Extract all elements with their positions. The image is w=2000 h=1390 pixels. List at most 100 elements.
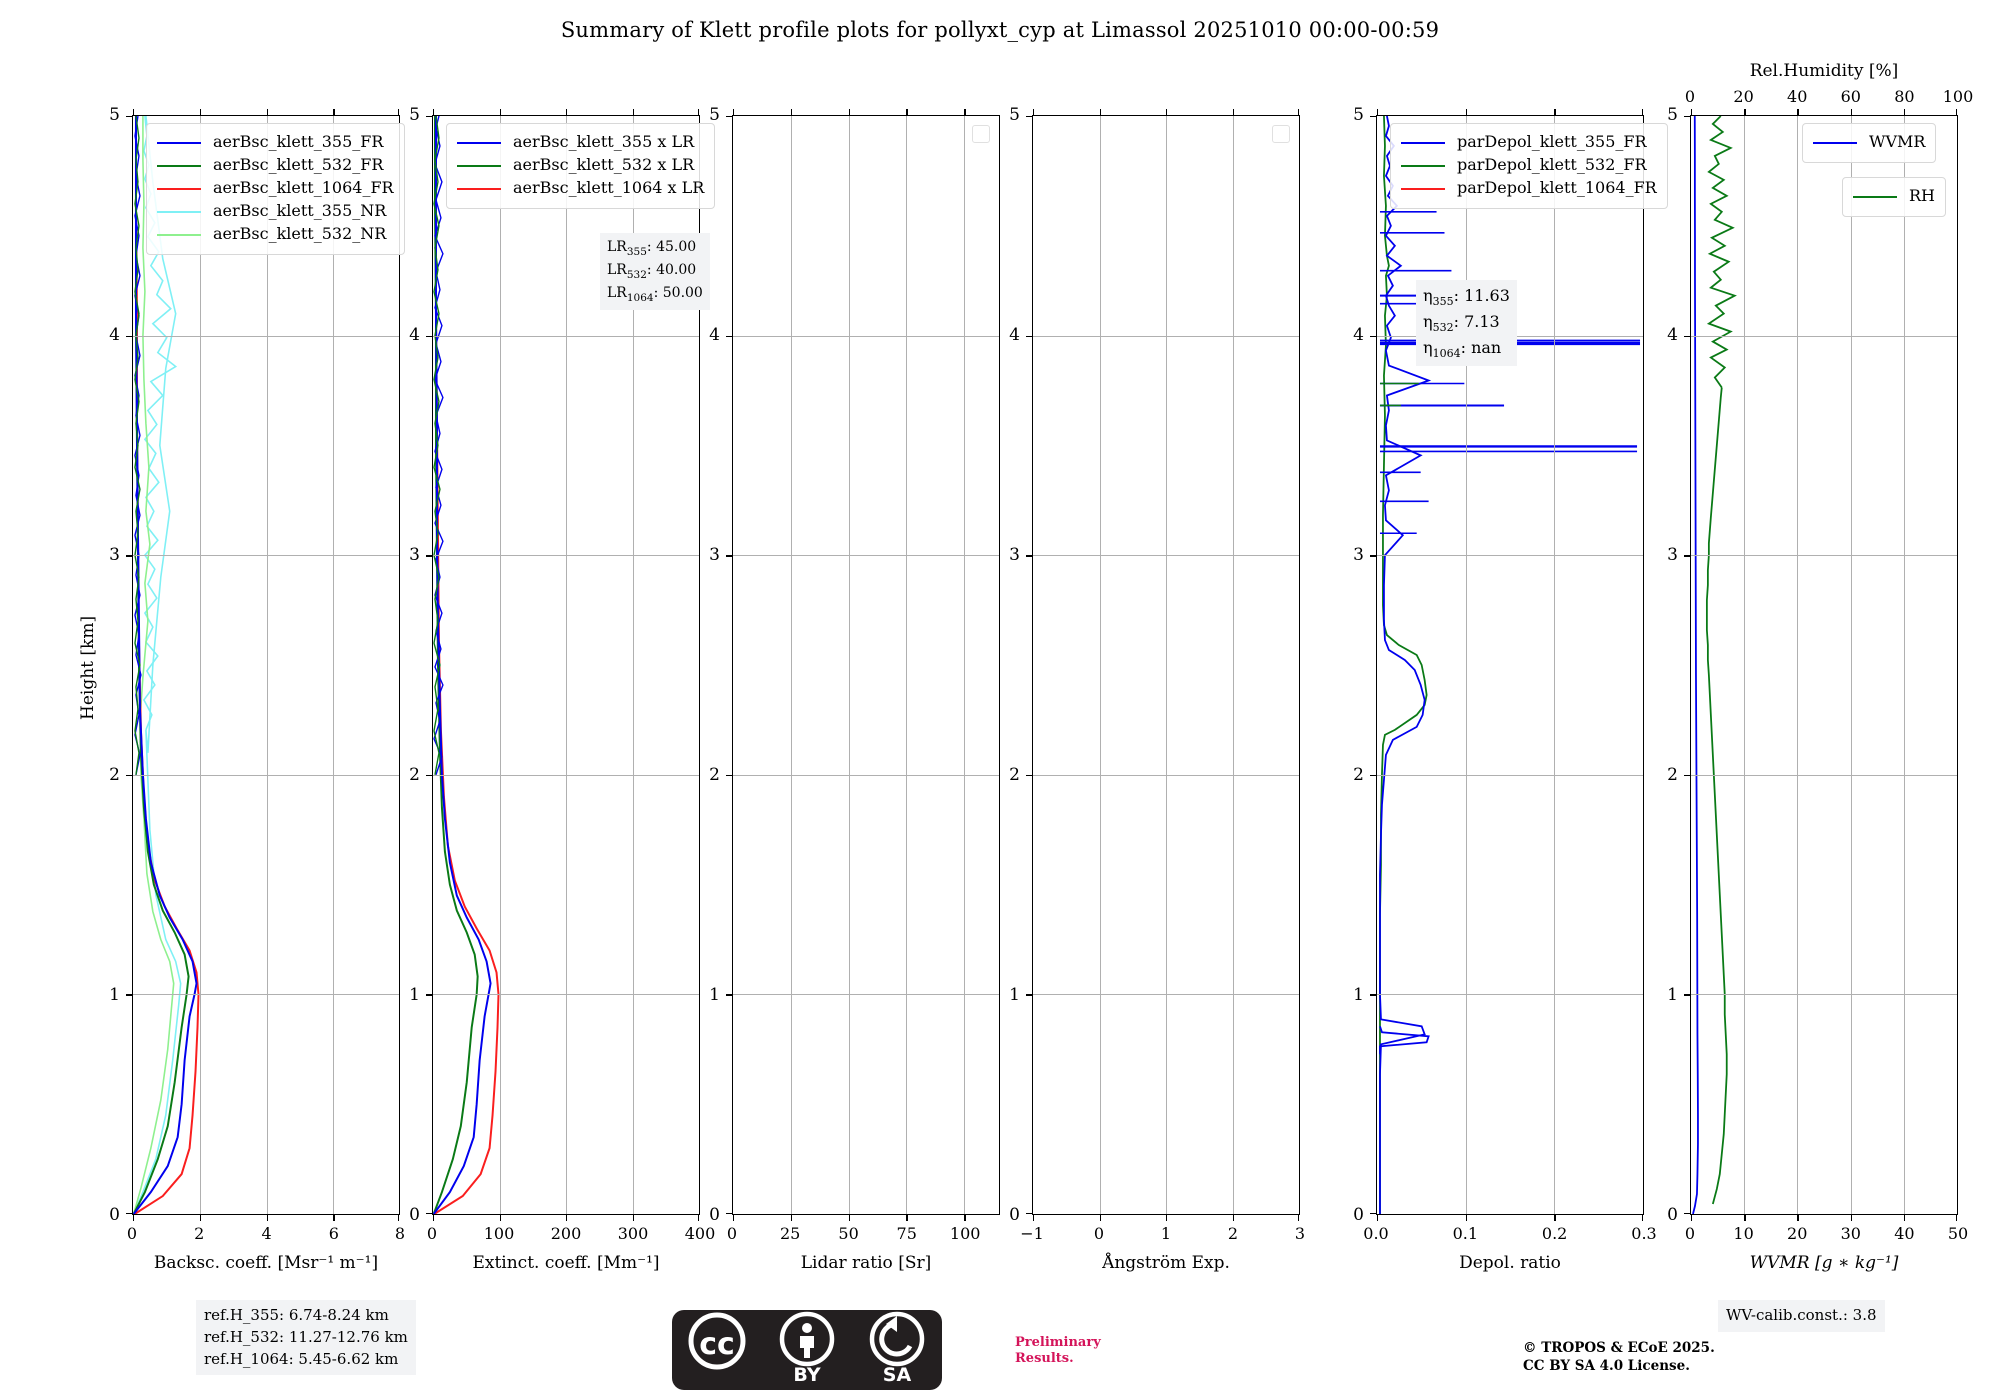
cc-badge-panel-cc: cc — [672, 1310, 762, 1390]
ref-height-box: ref.H_355: 6.74-8.24 km ref.H_532: 11.27… — [196, 1300, 416, 1376]
lr-1064-value: 50.00 — [662, 285, 703, 302]
xtick-backscatter-0: 0 — [126, 1224, 138, 1243]
toptick-rh-3: 60 — [1840, 87, 1861, 106]
ytick-0: 0 — [1009, 1205, 1020, 1225]
eta-annotation: η355: 11.63 η532: 7.13 η1064: nan — [1416, 280, 1517, 367]
xtick-depol-1: 0.1 — [1452, 1224, 1479, 1243]
eta-532-row: η532: 7.13 — [1423, 312, 1500, 335]
lidar-ratio-annotation: LR355: 45.00 LR532: 40.00 LR1064: 50.00 — [600, 233, 710, 311]
legend-swatch-line — [1853, 195, 1897, 198]
xtick-extinction-3: 300 — [617, 1224, 649, 1243]
legend-angstrom-empty[interactable] — [1272, 125, 1290, 143]
xtick-angstrom-0: −1 — [1020, 1224, 1044, 1243]
toptick-rh-0: 0 — [1684, 87, 1696, 106]
ytick-0: 0 — [1667, 1205, 1678, 1225]
xtick-backscatter-4: 8 — [394, 1224, 406, 1243]
xaxis-title-backscatter: Backsc. coeff. [Msr⁻¹ m⁻¹] — [132, 1253, 400, 1273]
legend-item[interactable]: RH — [1853, 185, 1935, 208]
legend-lidar-ratio-empty[interactable] — [972, 125, 990, 143]
xaxis-title-lidar-ratio: Lidar ratio [Sr] — [732, 1253, 1000, 1273]
panel-wvmr-rh: 0 10 20 30 40 50 0 20 40 60 80 100 0 1 2… — [1667, 61, 1973, 1273]
legend-backscatter[interactable]: aerBsc_klett_355_FR aerBsc_klett_532_FR … — [146, 123, 405, 255]
xtick-backscatter-2: 4 — [261, 1224, 272, 1243]
eta-355-name: η — [1423, 286, 1433, 305]
xtick-depol-2: 0.2 — [1541, 1224, 1568, 1243]
ytick-5: 5 — [1667, 105, 1678, 125]
legend-swatch-line — [157, 141, 201, 144]
xtick-lidar-ratio-1: 25 — [779, 1224, 801, 1243]
legend-item[interactable]: parDepol_klett_532_FR — [1401, 154, 1657, 177]
preliminary-line-1: Preliminary — [1015, 1335, 1101, 1350]
ytick-1: 1 — [1353, 985, 1364, 1005]
legend-swatch-line — [1813, 141, 1857, 144]
ytick-4: 4 — [709, 325, 720, 345]
xaxis-top-title-rh: Rel.Humidity [%] — [1690, 61, 1958, 81]
legend-item[interactable]: aerBsc_klett_1064_FR — [157, 177, 394, 200]
xtick-angstrom-2: 1 — [1160, 1224, 1172, 1243]
panel-lidar-ratio: 0 25 50 75 100 0 1 2 3 4 5 Lidar ratio [… — [709, 105, 1000, 1273]
ref-h-355: ref.H_355: 6.74-8.24 km — [204, 1306, 389, 1324]
xaxis-title-depol: Depol. ratio — [1376, 1253, 1644, 1273]
ytick-0: 0 — [409, 1205, 420, 1225]
xtick-depol-0: 0.0 — [1363, 1224, 1389, 1243]
legend-label: parDepol_klett_355_FR — [1457, 132, 1647, 152]
ytick-3: 3 — [409, 545, 420, 565]
legend-item[interactable]: parDepol_klett_1064_FR — [1401, 177, 1657, 200]
lr-1064-name: LR — [607, 285, 627, 302]
eta-532-name: η — [1423, 312, 1433, 332]
preliminary-results-note: Preliminary Results. — [1015, 1335, 1101, 1368]
legend-item[interactable]: aerBsc_klett_532_FR — [157, 154, 394, 177]
legend-swatch-line — [457, 187, 501, 190]
legend-label: aerBsc_klett_355_FR — [213, 132, 384, 152]
xtick-backscatter-3: 6 — [328, 1224, 339, 1243]
xtick-wvmr-2: 20 — [1787, 1224, 1808, 1243]
legend-wvmr[interactable]: WVMR — [1802, 123, 1937, 163]
legend-depol[interactable]: parDepol_klett_355_FR parDepol_klett_532… — [1390, 123, 1668, 209]
legend-label: parDepol_klett_532_FR — [1457, 155, 1647, 175]
xaxis-title-wvmr-text: WVMR [𝑔 ∗ 𝑘𝑔⁻¹] — [1749, 1253, 1899, 1273]
eta-1064-row: η1064: nan — [1423, 338, 1502, 361]
ytick-3: 3 — [1667, 545, 1678, 565]
ytick-4: 4 — [1667, 325, 1678, 345]
legend-item[interactable]: aerBsc_klett_532 x LR — [457, 154, 704, 177]
eta-355-sub: 355 — [1432, 295, 1454, 309]
attribution-person-icon — [779, 1311, 835, 1367]
xtick-lidar-ratio-3: 75 — [896, 1224, 917, 1243]
xtick-extinction-0: 0 — [426, 1224, 438, 1243]
legend-rh[interactable]: RH — [1842, 177, 1946, 217]
legend-swatch-line — [157, 164, 201, 167]
figure-root: Summary of Klett profile plots for polly… — [78, 18, 1973, 1390]
legend-item[interactable]: aerBsc_klett_355_NR — [157, 200, 394, 223]
lr-355-row: LR355: 45.00 — [607, 239, 697, 258]
legend-label: aerBsc_klett_1064 x LR — [513, 178, 705, 198]
xaxis-title-angstrom: Ångström Exp. — [1032, 1253, 1300, 1273]
lr-355-name: LR — [607, 239, 627, 255]
cc-logo-icon: cc — [688, 1312, 746, 1370]
legend-item[interactable]: WVMR — [1813, 131, 1925, 154]
legend-extinction[interactable]: aerBsc_klett_355 x LR aerBsc_klett_532 x… — [446, 123, 716, 209]
legend-label: aerBsc_klett_532 x LR — [513, 155, 695, 175]
ytick-4: 4 — [409, 325, 420, 345]
copyright-note: © TROPOS & ECoE 2025. CC BY SA 4.0 Licen… — [1523, 1340, 1715, 1375]
ytick-1: 1 — [1009, 985, 1020, 1005]
legend-item[interactable]: parDepol_klett_355_FR — [1401, 131, 1657, 154]
legend-item[interactable]: aerBsc_klett_1064 x LR — [457, 177, 704, 200]
svg-text:cc: cc — [699, 1327, 735, 1362]
plot-area-lidar-ratio — [726, 109, 1000, 1221]
creative-commons-license-badge[interactable]: cc BY SA — [672, 1310, 942, 1390]
xtick-depol-3: 0.3 — [1631, 1224, 1657, 1243]
copyright-line-1: © TROPOS & ECoE 2025. — [1523, 1340, 1715, 1356]
eta-355-value: 11.63 — [1464, 286, 1510, 305]
legend-item[interactable]: aerBsc_klett_532_NR — [157, 223, 394, 246]
legend-item[interactable]: aerBsc_klett_355_FR — [157, 131, 394, 154]
legend-item[interactable]: aerBsc_klett_355 x LR — [457, 131, 704, 154]
lr-1064-sub: 1064 — [626, 291, 654, 304]
extinction-curves — [433, 116, 500, 1214]
xtick-angstrom-3: 2 — [1227, 1224, 1239, 1243]
xtick-wvmr-5: 50 — [1947, 1224, 1969, 1243]
legend-swatch-line — [1401, 164, 1445, 167]
xtick-angstrom-1: 0 — [1093, 1224, 1105, 1243]
ytick-4: 4 — [1009, 325, 1020, 345]
cc-badge-sa-label: SA — [882, 1364, 912, 1386]
ytick-5: 5 — [1353, 105, 1364, 125]
